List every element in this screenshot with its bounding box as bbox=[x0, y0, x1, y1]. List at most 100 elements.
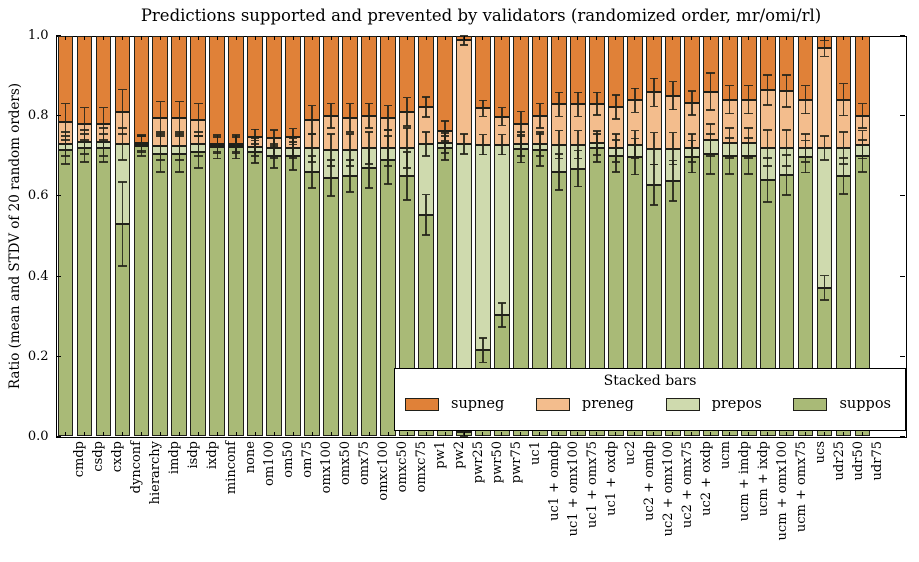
error-bar-preneg bbox=[349, 103, 351, 132]
x-tick-label: pwr75 bbox=[508, 441, 524, 484]
bar-segment-suppos bbox=[133, 145, 150, 437]
error-bar-cap bbox=[706, 109, 715, 111]
error-bar-prepos bbox=[425, 131, 427, 156]
error-bar-cap bbox=[782, 128, 791, 131]
error-bar-cap bbox=[175, 171, 184, 173]
error-bar-cap bbox=[421, 130, 431, 133]
error-bar-preneg bbox=[520, 111, 522, 136]
bar-segment-suppos bbox=[171, 153, 188, 437]
error-bar-prepos bbox=[633, 130, 636, 159]
error-bar-cap bbox=[213, 150, 222, 153]
error-bar-cap bbox=[801, 112, 810, 115]
error-bar-cap bbox=[535, 126, 545, 129]
error-bar-preneg bbox=[539, 103, 541, 128]
error-bar-cap bbox=[270, 167, 279, 169]
x-tick-label: imdp bbox=[167, 441, 183, 475]
y-tick-right bbox=[899, 35, 905, 36]
error-bar-preneg bbox=[102, 107, 105, 140]
x-tick-label: cxdp bbox=[110, 441, 126, 473]
bar-segment-preneg bbox=[816, 48, 833, 148]
error-bar-cap bbox=[61, 102, 70, 105]
bar-segment-supneg bbox=[228, 35, 245, 144]
error-bar-cap bbox=[839, 193, 848, 195]
error-bar-prepos bbox=[671, 132, 674, 165]
x-tick-label: csdp bbox=[91, 441, 107, 472]
x-tick-top bbox=[311, 35, 313, 40]
x-tick-top bbox=[121, 35, 123, 40]
error-bar-prepos bbox=[501, 134, 503, 155]
x-tick-bottom bbox=[444, 432, 446, 436]
error-bar-cap bbox=[156, 171, 165, 173]
error-bar-suppos bbox=[652, 164, 655, 205]
legend-entry-preneg: preneg bbox=[535, 396, 634, 412]
error-bar-cap bbox=[326, 195, 336, 197]
x-tick-top bbox=[444, 35, 446, 40]
error-bar-preneg bbox=[709, 73, 712, 111]
y-tick-label: 0.8 bbox=[27, 108, 49, 124]
x-tick-top bbox=[292, 35, 294, 40]
x-tick-top bbox=[577, 35, 579, 40]
error-bar-preneg bbox=[330, 103, 332, 128]
error-bar-preneg bbox=[558, 92, 560, 117]
x-tick-top bbox=[140, 35, 142, 40]
error-bar-prepos bbox=[842, 131, 845, 164]
error-bar-cap bbox=[649, 105, 658, 108]
error-bar-cap bbox=[744, 112, 753, 115]
error-bar-cap bbox=[687, 132, 696, 135]
error-bar-cap bbox=[213, 133, 222, 136]
bar-segment-suppos bbox=[228, 146, 245, 437]
error-bar-suppos bbox=[349, 159, 351, 192]
error-bar-cap bbox=[573, 157, 583, 160]
x-tick-top bbox=[729, 35, 731, 40]
error-bar-preneg bbox=[235, 135, 238, 152]
bar-segment-suppos bbox=[266, 155, 283, 437]
error-bar-cap bbox=[232, 133, 241, 136]
bar-segment-suppos bbox=[285, 155, 302, 437]
x-tick-label: udr75 bbox=[869, 441, 885, 481]
error-bar-cap bbox=[535, 130, 545, 133]
error-bar-cap bbox=[80, 161, 89, 163]
error-bar-cap bbox=[668, 199, 677, 202]
error-bar-cap bbox=[326, 165, 336, 167]
error-bar-cap bbox=[478, 133, 488, 136]
error-bar-cap bbox=[839, 163, 848, 165]
error-bar-preneg bbox=[368, 103, 370, 128]
error-bar-cap bbox=[554, 129, 564, 132]
error-bar-cap bbox=[383, 165, 393, 167]
error-bar-prepos bbox=[615, 133, 617, 162]
error-bar-cap bbox=[630, 129, 639, 132]
x-tick-top bbox=[539, 35, 541, 40]
error-bar-cap bbox=[137, 155, 146, 157]
error-bar-preneg bbox=[861, 103, 864, 128]
error-bar-suppos bbox=[330, 159, 332, 196]
x-tick-label: ucm + imdp bbox=[736, 441, 752, 522]
error-bar-cap bbox=[99, 161, 108, 163]
y-tick-left bbox=[56, 35, 61, 36]
bar-segment-suppos bbox=[209, 146, 226, 437]
error-bar-cap bbox=[364, 187, 374, 189]
error-bar-preneg bbox=[823, 40, 826, 57]
error-bar-cap bbox=[554, 115, 564, 118]
x-tick-label: cmdp bbox=[72, 441, 88, 478]
y-tick-left bbox=[56, 436, 61, 437]
x-tick-bottom bbox=[824, 432, 826, 436]
error-bar-cap bbox=[858, 126, 867, 129]
x-tick-bottom bbox=[729, 432, 731, 436]
error-bar-preneg bbox=[292, 128, 294, 145]
y-tick-right bbox=[899, 436, 905, 437]
error-bar-cap bbox=[118, 88, 127, 91]
x-tick-bottom bbox=[691, 432, 693, 436]
y-axis-label: Ratio (mean and STDV of 20 random orders… bbox=[7, 82, 23, 390]
x-tick-bottom bbox=[672, 432, 674, 436]
error-bar-cap bbox=[402, 96, 412, 99]
error-bar-preneg bbox=[311, 105, 313, 134]
error-bar-prepos bbox=[482, 134, 484, 155]
error-bar-cap bbox=[194, 167, 203, 169]
error-bar-cap bbox=[137, 151, 146, 154]
error-bar-cap bbox=[516, 110, 526, 113]
x-tick-bottom bbox=[425, 432, 427, 436]
error-bar-prepos bbox=[349, 133, 351, 166]
error-bar-cap bbox=[649, 163, 658, 166]
error-bar-cap bbox=[782, 106, 791, 108]
error-bar-cap bbox=[611, 94, 620, 96]
